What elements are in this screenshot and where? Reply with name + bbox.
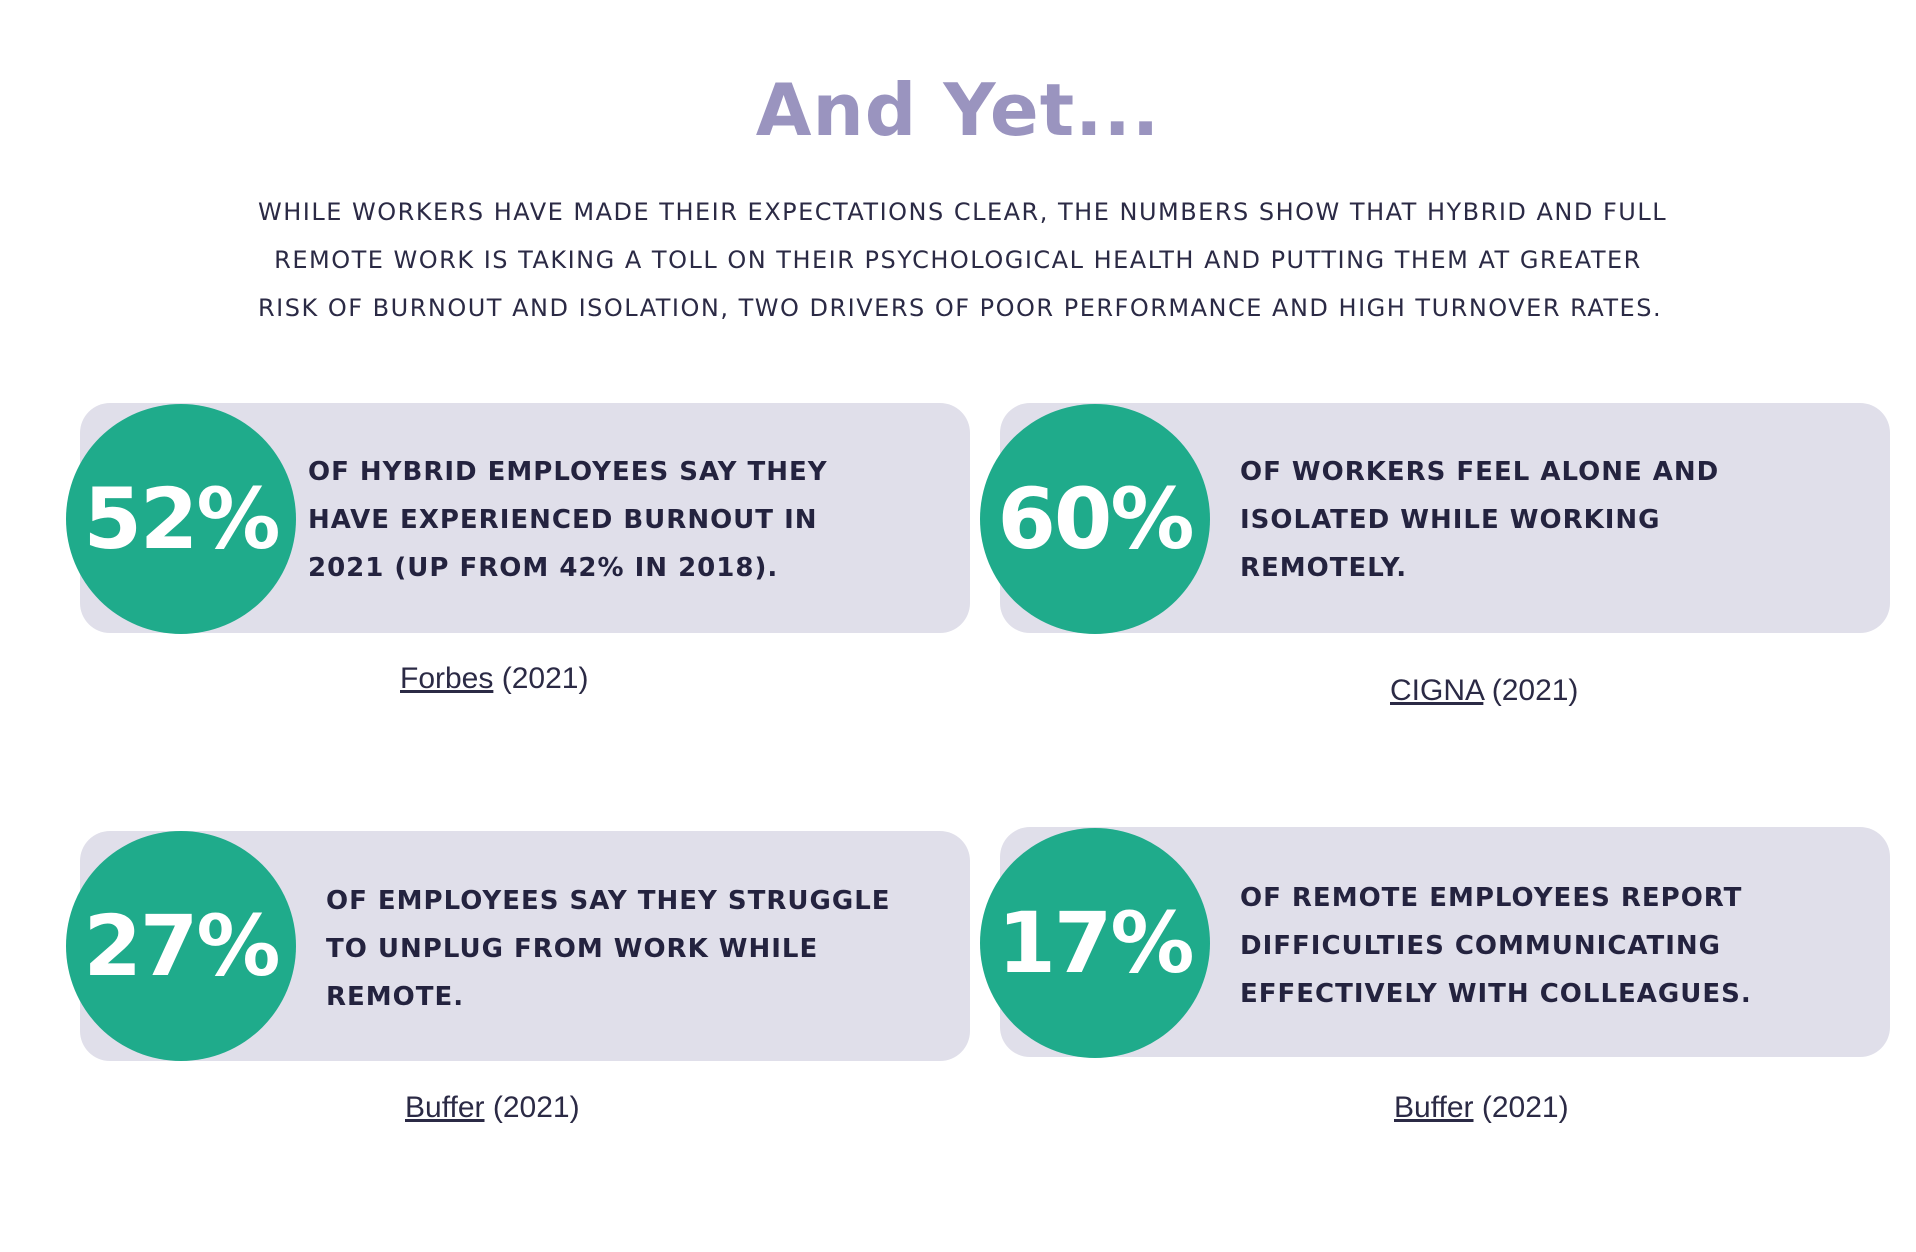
stat-line: REMOTE. (326, 982, 465, 1012)
stat-line: OF WORKERS FEEL ALONE AND (1240, 457, 1720, 487)
stat-line: OF HYBRID EMPLOYEES SAY THEY (308, 457, 828, 487)
stat-description-communication: OF REMOTE EMPLOYEES REPORT DIFFICULTIES … (1240, 874, 1752, 1018)
source-citation-cigna: CIGNA (2021) (1390, 674, 1578, 708)
stat-line: 2021 (UP FROM 42% IN 2018). (308, 553, 779, 583)
stat-description-burnout: OF HYBRID EMPLOYEES SAY THEY HAVE EXPERI… (308, 448, 828, 592)
stat-line: OF REMOTE EMPLOYEES REPORT (1240, 883, 1743, 913)
source-citation-buffer-1: Buffer (2021) (405, 1091, 580, 1125)
source-link-buffer-1[interactable]: Buffer (405, 1091, 485, 1124)
source-year: (2021) (1491, 674, 1579, 707)
source-link-cigna[interactable]: CIGNA (1390, 674, 1484, 707)
stat-percent-isolation: 60% (980, 404, 1210, 634)
stat-line: TO UNPLUG FROM WORK WHILE (326, 934, 819, 964)
intro-line: REMOTE WORK IS TAKING A TOLL ON THEIR PS… (274, 246, 1642, 274)
intro-line: WHILE WORKERS HAVE MADE THEIR EXPECTATIO… (258, 198, 1668, 226)
source-citation-forbes: Forbes (2021) (400, 662, 588, 696)
intro-paragraph: WHILE WORKERS HAVE MADE THEIR EXPECTATIO… (258, 188, 1668, 332)
stat-line: ISOLATED WHILE WORKING (1240, 505, 1661, 535)
source-link-forbes[interactable]: Forbes (400, 662, 494, 695)
stat-description-isolation: OF WORKERS FEEL ALONE AND ISOLATED WHILE… (1240, 448, 1719, 592)
page-title: And Yet... (755, 68, 1161, 152)
stat-percent-burnout: 52% (66, 404, 296, 634)
stat-percent-communication: 17% (980, 828, 1210, 1058)
stat-line: HAVE EXPERIENCED BURNOUT IN (308, 505, 818, 535)
source-year: (2021) (1481, 1091, 1569, 1124)
source-citation-buffer-2: Buffer (2021) (1394, 1091, 1569, 1125)
intro-line: RISK OF BURNOUT AND ISOLATION, TWO DRIVE… (258, 294, 1663, 322)
stat-line: OF EMPLOYEES SAY THEY STRUGGLE (326, 886, 891, 916)
stat-line: REMOTELY. (1240, 553, 1408, 583)
stat-line: EFFECTIVELY WITH COLLEAGUES. (1240, 979, 1752, 1009)
stat-percent-unplug: 27% (66, 831, 296, 1061)
source-year: (2021) (501, 662, 589, 695)
stat-line: DIFFICULTIES COMMUNICATING (1240, 931, 1722, 961)
source-link-buffer-2[interactable]: Buffer (1394, 1091, 1474, 1124)
source-year: (2021) (492, 1091, 580, 1124)
stat-description-unplug: OF EMPLOYEES SAY THEY STRUGGLE TO UNPLUG… (326, 877, 891, 1021)
